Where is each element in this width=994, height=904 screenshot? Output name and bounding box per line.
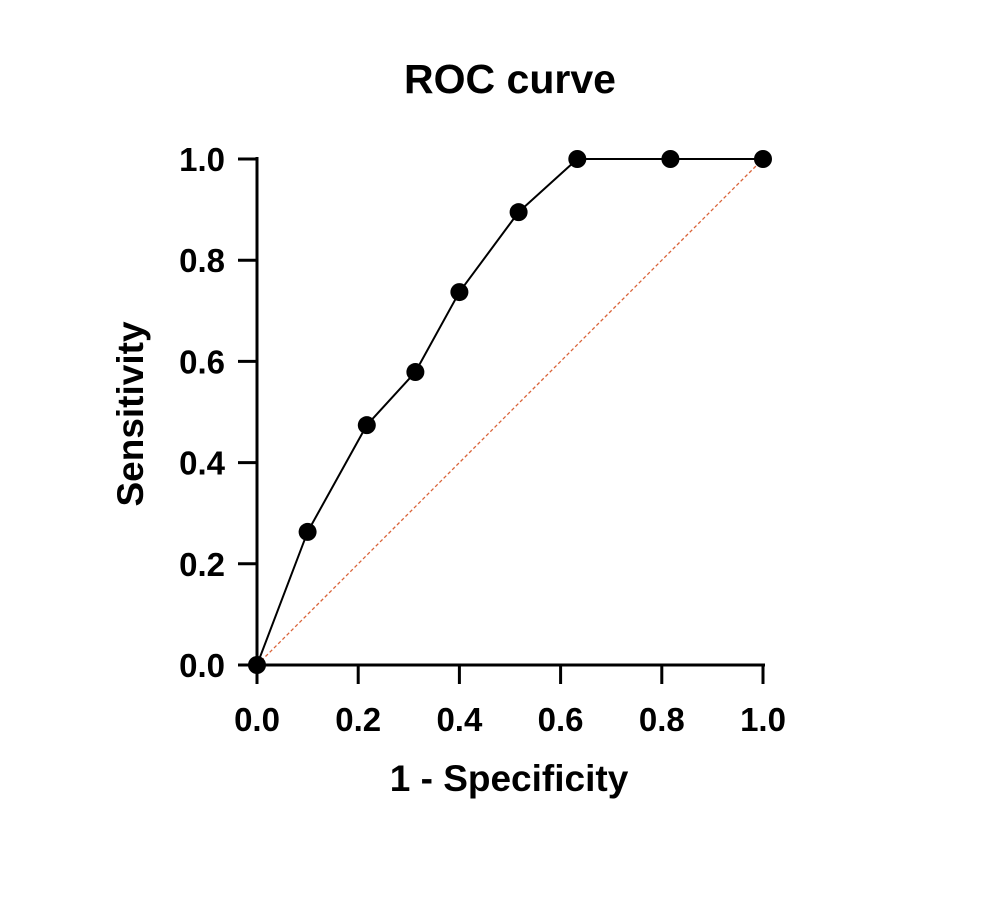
roc-data-point: [248, 656, 266, 674]
x-tick-label: 1.0: [740, 701, 786, 738]
y-tick-label: 1.0: [179, 141, 225, 178]
plot-area: 0.0 0.2 0.4 0.6 0.8 1.0 0.0 0.2 0.4 0.6 0.8 1.0: [179, 141, 786, 738]
x-tick-label: 0.6: [538, 701, 584, 738]
y-tick-label: 0.2: [179, 546, 225, 583]
roc-data-point: [754, 150, 772, 168]
x-tick-label: 0.0: [234, 701, 280, 738]
x-tick-label: 0.4: [436, 701, 483, 738]
y-tick-label: 0.0: [179, 647, 225, 684]
roc-data-point: [568, 150, 587, 168]
roc-data-point: [406, 363, 425, 382]
reference-diagonal-line: [256, 158, 764, 666]
y-tick-label: 0.6: [179, 343, 225, 380]
x-tick-label: 0.8: [639, 701, 685, 738]
y-tick-label: 0.8: [179, 242, 225, 279]
x-axis-label: 1 - Specificity: [390, 758, 629, 799]
roc-data-point: [509, 203, 528, 222]
y-axis-label: Sensitivity: [110, 321, 151, 506]
chart-title: ROC curve: [404, 56, 616, 102]
x-tick-label: 0.2: [335, 701, 381, 738]
y-tick-label: 0.4: [179, 445, 226, 482]
roc-data-point: [357, 416, 376, 435]
roc-data-point: [298, 522, 317, 541]
roc-data-point: [450, 283, 469, 302]
roc-data-point: [661, 150, 680, 168]
